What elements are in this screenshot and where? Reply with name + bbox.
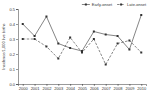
tick: 0.3 (9, 37, 18, 42)
tick: 0.0 (9, 82, 18, 87)
tick: 0.4 (9, 22, 18, 27)
tick: 2000 (19, 84, 29, 91)
tick-label: 0.5 (9, 7, 15, 12)
axis-domain (16, 10, 19, 85)
tick-label: 0.3 (9, 37, 15, 42)
tick-label: 0.0 (9, 82, 15, 87)
point-marker (34, 38, 36, 40)
tick-label: 2001 (31, 86, 41, 91)
point-marker (34, 35, 36, 37)
point-marker (117, 35, 119, 37)
tick-label: 2005 (78, 86, 88, 91)
tick-label: 2002 (42, 86, 52, 91)
tick: 2010 (137, 84, 147, 91)
tick-label: 2006 (90, 86, 100, 91)
tick: 2006 (90, 84, 100, 91)
tick-label: 2009 (125, 86, 135, 91)
series-line (23, 15, 142, 51)
point-marker (81, 52, 83, 54)
legend-marker (85, 4, 87, 6)
tick-mark (16, 84, 18, 85)
tick-label: 2004 (66, 86, 76, 91)
tick-mark (16, 9, 18, 10)
tick: 2007 (102, 84, 112, 91)
tick: 2002 (42, 84, 52, 91)
point-marker (140, 14, 142, 16)
x-axis: 2000200120022003200420052006200720082009… (19, 84, 147, 91)
tick-label: 0.4 (9, 22, 15, 27)
point-marker (57, 58, 59, 60)
legend-label: Late-onset (127, 2, 147, 7)
point-marker (140, 52, 142, 54)
tick: 2003 (54, 84, 64, 91)
tick-label: 2008 (114, 86, 124, 91)
y-axis: 0.0 0.1 0.2 0.3 0.4 0.5 (9, 7, 18, 87)
tick-label: 2003 (54, 86, 64, 91)
point-marker (45, 46, 47, 48)
tick-label: 0.2 (9, 52, 15, 57)
point-marker (105, 64, 107, 66)
tick-mark (16, 69, 18, 70)
legend-label: Early-onset (92, 2, 113, 7)
tick-label: 2007 (102, 86, 112, 91)
point-marker (93, 31, 95, 33)
legend-item: Early-onset (82, 2, 113, 7)
tick: 0.1 (9, 67, 18, 72)
tick: 2005 (78, 84, 88, 91)
point-marker (128, 40, 130, 42)
tick-label: 2010 (137, 86, 147, 91)
point-marker (57, 43, 59, 45)
tick: 0.5 (9, 7, 18, 12)
point-marker (117, 43, 119, 45)
point-marker (22, 23, 24, 25)
legend-swatch (117, 4, 125, 5)
point-marker (69, 37, 71, 39)
legend-marker (120, 4, 122, 6)
tick: 2001 (31, 84, 41, 91)
y-axis-label: Incidence/1,000 live births (1, 23, 6, 69)
tick: 0.2 (9, 52, 18, 57)
tick-mark (16, 39, 18, 40)
legend: Early-onset Late-onset (82, 2, 147, 7)
point-marker (128, 49, 130, 51)
point-marker (22, 38, 24, 40)
tick-mark (16, 24, 18, 25)
tick: 2009 (125, 84, 135, 91)
chart: 2000200120022003200420052006200720082009… (0, 0, 150, 93)
tick-label: 2000 (19, 86, 29, 91)
legend-item: Late-onset (117, 2, 147, 7)
marks (22, 14, 143, 66)
point-marker (45, 16, 47, 18)
series-line (23, 38, 142, 65)
legend-swatch (82, 4, 90, 5)
point-marker (93, 38, 95, 40)
tick: 2004 (66, 84, 76, 91)
plot: 2000200120022003200420052006200720082009… (9, 7, 147, 91)
point-marker (69, 47, 71, 49)
tick-label: 0.1 (9, 67, 15, 72)
tick-mark (16, 54, 18, 55)
tick: 2008 (114, 84, 124, 91)
point-marker (105, 34, 107, 36)
